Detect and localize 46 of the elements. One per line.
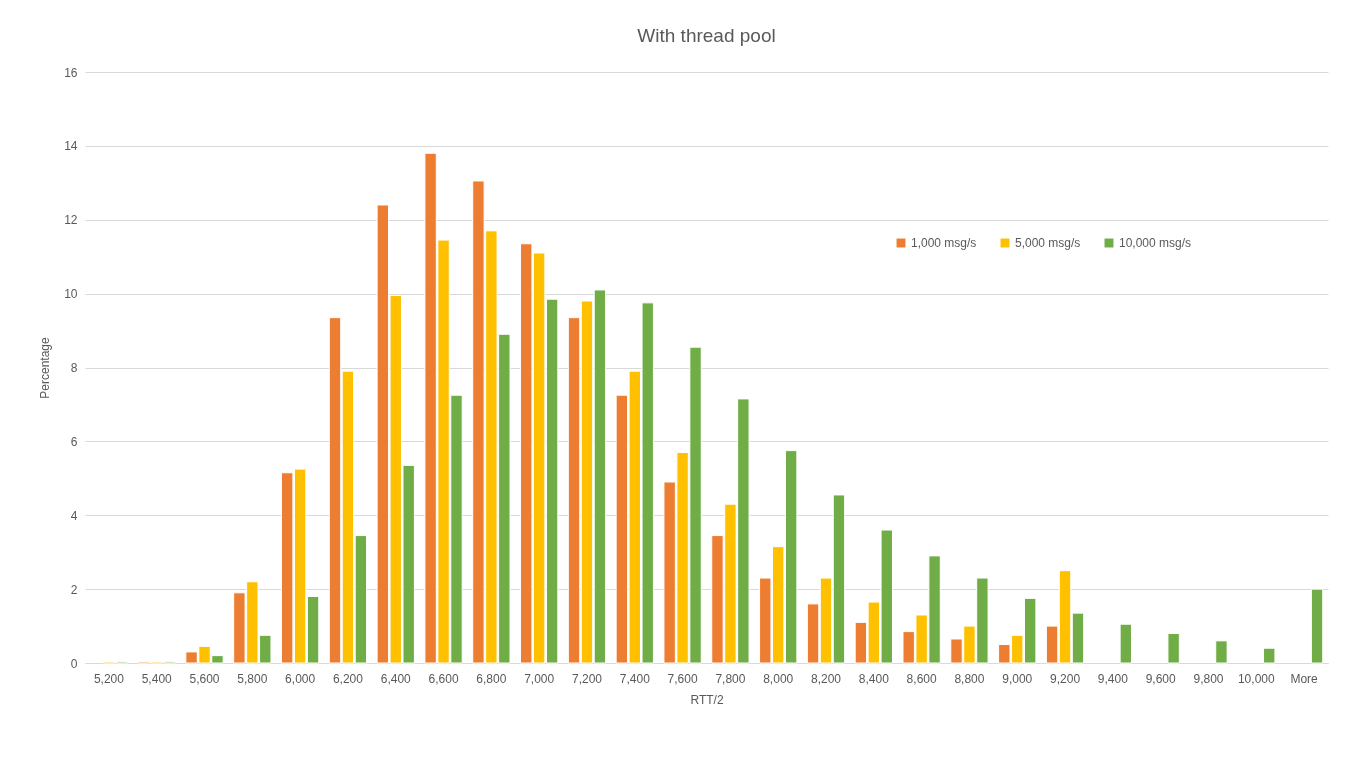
x-tick-label: 9,600 [1145,671,1177,686]
x-tick-label: 8,200 [811,671,842,686]
x-tick-label: 8,600 [906,671,937,686]
legend-label: 5,000 msg/s [1015,236,1081,250]
x-tick-label: 9,200 [1050,671,1081,686]
bar [1263,647,1276,664]
x-tick-label: 9,000 [1002,671,1033,686]
legend-label: 10,000 msg/s [1119,236,1192,250]
y-tick-label: 0 [70,656,78,671]
x-tick-label: 5,800 [237,671,268,686]
x-tick-label: 5,600 [189,671,220,686]
x-tick-label: 8,400 [858,671,890,686]
bar [1167,632,1180,664]
y-tick-label: 14 [64,139,78,154]
bar [1119,623,1133,664]
x-tick-label: More [1290,671,1319,686]
x-tick-label: 7,600 [667,671,698,686]
legend-label: 1,000 msg/s [911,236,977,250]
x-axis-title: RTT/2 [690,692,724,707]
y-axis-title: Percentage [38,336,53,399]
x-tick-label: 9,800 [1193,671,1224,686]
chart-title: With thread pool [637,25,776,46]
x-tick-label: 8,000 [763,671,794,686]
x-tick-label: 7,200 [571,671,603,686]
x-tick-label: 9,400 [1097,671,1129,686]
y-tick-label: 2 [70,582,78,597]
y-tick-label: 12 [64,213,78,228]
bar [1310,588,1324,664]
x-tick-label: 6,000 [285,671,316,686]
x-tick-label: 5,400 [141,671,173,686]
x-tick-label: 5,200 [93,671,125,686]
x-tick-label: 6,400 [380,671,412,686]
x-tick-label: 8,800 [954,671,985,686]
y-tick-label: 16 [64,65,78,80]
y-tick-label: 10 [64,287,78,302]
bar [1215,640,1228,664]
y-tick-label: 6 [70,434,78,449]
x-tick-label: 7,400 [619,671,651,686]
x-tick-label: 6,200 [332,671,364,686]
y-tick-label: 4 [70,508,78,523]
x-tick-label: 10,000 [1237,671,1275,686]
y-tick-label: 8 [70,361,78,375]
x-tick-label: 7,800 [715,671,746,686]
x-tick-label: 7,000 [524,671,555,686]
x-tick-label: 6,600 [428,671,459,686]
x-tick-label: 6,800 [476,671,507,686]
